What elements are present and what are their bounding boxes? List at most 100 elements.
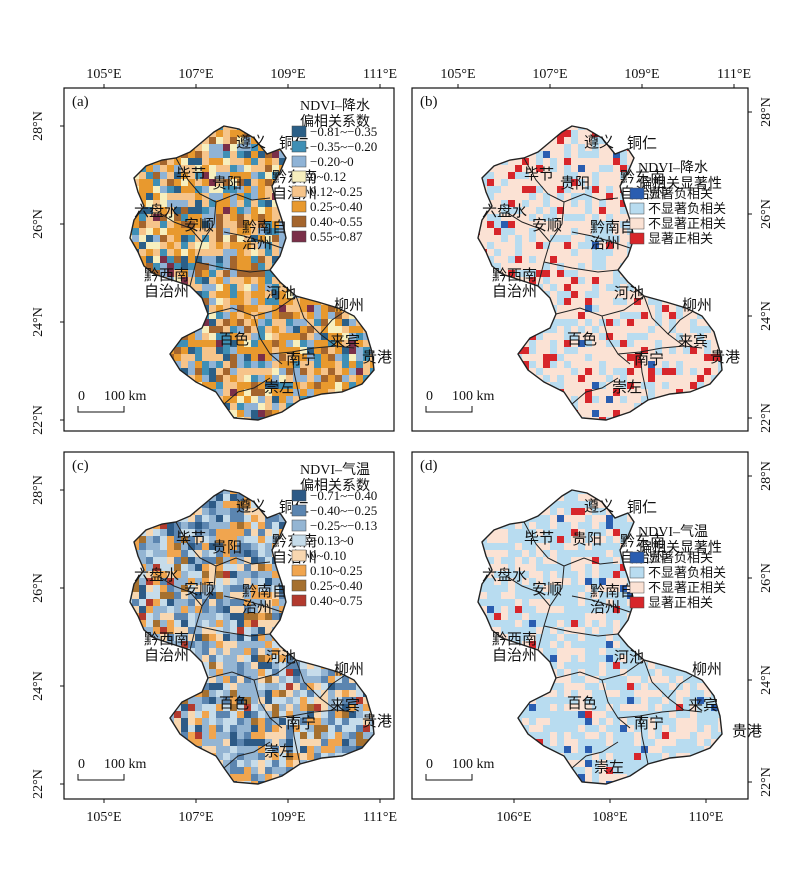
- raster-pixel: [188, 158, 195, 165]
- raster-pixel: [557, 256, 564, 263]
- raster-pixel: [251, 200, 258, 207]
- raster-pixel: [557, 298, 564, 305]
- raster-pixel: [529, 207, 536, 214]
- raster-pixel: [265, 270, 272, 277]
- raster-pixel: [592, 389, 599, 396]
- raster-pixel: [258, 186, 265, 193]
- raster-pixel: [195, 368, 202, 375]
- raster-pixel: [181, 270, 188, 277]
- raster-pixel: [174, 354, 181, 361]
- raster-pixel: [620, 277, 627, 284]
- raster-pixel: [557, 333, 564, 340]
- raster-pixel: [676, 382, 683, 389]
- raster-pixel: [606, 340, 613, 347]
- raster-pixel: [146, 564, 153, 571]
- raster-pixel: [543, 340, 550, 347]
- raster-pixel: [599, 151, 606, 158]
- raster-pixel: [585, 144, 592, 151]
- raster-pixel: [571, 284, 578, 291]
- raster-pixel: [216, 291, 223, 298]
- raster-pixel: [529, 200, 536, 207]
- raster-pixel: [356, 368, 363, 375]
- raster-pixel: [592, 340, 599, 347]
- raster-pixel: [202, 242, 209, 249]
- raster-pixel: [237, 361, 244, 368]
- raster-pixel: [202, 333, 209, 340]
- raster-pixel: [655, 312, 662, 319]
- raster-pixel: [279, 158, 286, 165]
- raster-pixel: [487, 172, 494, 179]
- raster-pixel: [286, 368, 293, 375]
- raster-pixel: [237, 550, 244, 557]
- raster-pixel: [592, 298, 599, 305]
- raster-pixel: [494, 249, 501, 256]
- raster-pixel: [515, 256, 522, 263]
- raster-pixel: [613, 340, 620, 347]
- raster-pixel: [599, 158, 606, 165]
- raster-pixel: [209, 340, 216, 347]
- raster-pixel: [494, 221, 501, 228]
- raster-pixel: [265, 354, 272, 361]
- raster-pixel: [711, 431, 718, 438]
- raster-pixel: [543, 347, 550, 354]
- map-panel-a: 遵义铜仁毕节贵阳黔东南自治州六盘水安顺黔南自治州黔西南自治州河池柳州百色来宾南宁…: [31, 67, 397, 438]
- raster-pixel: [613, 242, 620, 249]
- raster-pixel: [564, 249, 571, 256]
- raster-pixel: [286, 333, 293, 340]
- raster-pixel: [522, 270, 529, 277]
- raster-pixel: [174, 165, 181, 172]
- raster-pixel: [195, 333, 202, 340]
- place-label: 治州: [242, 234, 272, 252]
- raster-pixel: [543, 186, 550, 193]
- raster-pixel: [244, 333, 251, 340]
- raster-pixel: [118, 431, 125, 438]
- raster-pixel: [244, 305, 251, 312]
- raster-pixel: [167, 193, 174, 200]
- raster-pixel: [258, 172, 265, 179]
- raster-pixel: [146, 536, 153, 543]
- raster-pixel: [676, 305, 683, 312]
- raster-pixel: [307, 326, 314, 333]
- raster-pixel: [543, 431, 550, 438]
- raster-pixel: [230, 137, 237, 144]
- raster-pixel: [244, 396, 251, 403]
- raster-pixel: [641, 326, 648, 333]
- raster-pixel: [557, 340, 564, 347]
- raster-pixel: [529, 158, 536, 165]
- raster-pixel: [578, 375, 585, 382]
- raster-pixel: [599, 347, 606, 354]
- raster-pixel: [641, 396, 648, 403]
- raster-pixel: [237, 403, 244, 410]
- raster-pixel: [599, 319, 606, 326]
- raster-pixel: [536, 347, 543, 354]
- raster-pixel: [132, 431, 139, 438]
- raster-pixel: [258, 214, 265, 221]
- raster-pixel: [300, 298, 307, 305]
- raster-pixel: [613, 361, 620, 368]
- raster-pixel: [571, 347, 578, 354]
- raster-pixel: [571, 165, 578, 172]
- raster-pixel: [613, 151, 620, 158]
- raster-pixel: [648, 298, 655, 305]
- raster-pixel: [146, 585, 153, 592]
- raster-pixel: [230, 361, 237, 368]
- raster-pixel: [557, 284, 564, 291]
- raster-pixel: [223, 599, 230, 606]
- raster-pixel: [494, 179, 501, 186]
- raster-pixel: [244, 599, 251, 606]
- place-label: 黔东南: [620, 168, 665, 186]
- raster-pixel: [286, 375, 293, 382]
- raster-pixel: [188, 221, 195, 228]
- raster-pixel: [487, 207, 494, 214]
- raster-pixel: [711, 340, 718, 347]
- raster-pixel: [265, 207, 272, 214]
- place-label: 河池: [266, 284, 296, 302]
- raster-pixel: [216, 277, 223, 284]
- raster-pixel: [697, 361, 704, 368]
- panel-label: (b): [420, 94, 438, 110]
- raster-pixel: [592, 382, 599, 389]
- raster-pixel: [697, 347, 704, 354]
- raster-pixel: [557, 270, 564, 277]
- raster-pixel: [606, 151, 613, 158]
- place-label: 安顺: [532, 216, 562, 234]
